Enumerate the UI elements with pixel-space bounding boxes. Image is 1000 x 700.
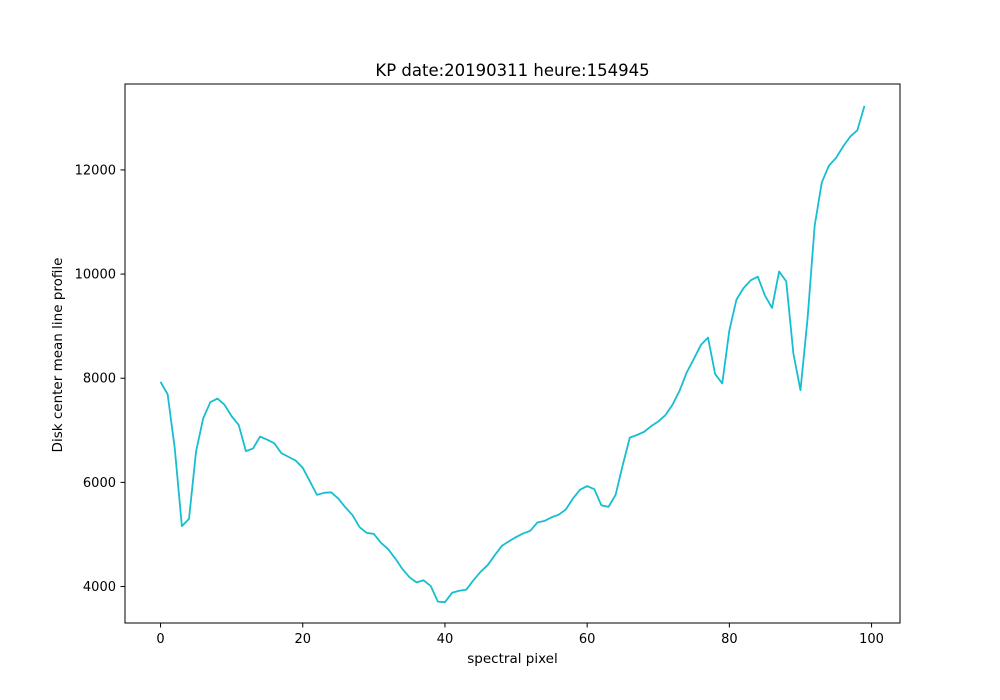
axes-frame	[124, 83, 901, 624]
plot-area	[159, 105, 866, 604]
x-tick-label: 100	[859, 632, 884, 647]
x-tick-label: 40	[437, 632, 454, 647]
y-axis-label: Disk center mean line profile	[50, 258, 66, 453]
y-tick-label: 4000	[83, 580, 116, 595]
x-axis: 0 20 40 60 80 100	[156, 623, 884, 647]
y-tick-label: 6000	[83, 476, 116, 491]
y-tick-label: 10000	[75, 268, 116, 283]
y-tick-label: 12000	[75, 163, 116, 178]
x-tick-label: 0	[156, 632, 164, 647]
x-tick-label: 80	[721, 632, 738, 647]
series-line-0	[159, 105, 866, 604]
chart-title: KP date:20190311 heure:154945	[375, 61, 649, 80]
x-axis-label: spectral pixel	[467, 651, 557, 667]
x-tick-label: 20	[294, 632, 311, 647]
x-tick-label: 60	[579, 632, 596, 647]
y-axis: 4000 6000 8000 10000 12000	[75, 163, 125, 595]
y-tick-label: 8000	[83, 372, 116, 387]
